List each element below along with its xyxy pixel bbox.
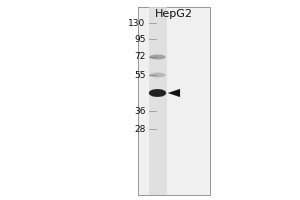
Text: 95: 95 (134, 34, 146, 44)
Text: HepG2: HepG2 (155, 9, 193, 19)
Text: 36: 36 (134, 107, 146, 116)
Ellipse shape (149, 54, 166, 59)
Text: 130: 130 (128, 19, 146, 27)
Text: 55: 55 (134, 71, 146, 79)
Polygon shape (168, 89, 180, 97)
Bar (138, 7, 210, 195)
Text: 72: 72 (134, 52, 146, 61)
Text: 28: 28 (134, 124, 146, 134)
Ellipse shape (149, 72, 166, 77)
Ellipse shape (149, 89, 166, 97)
Bar (148, 7, 166, 195)
